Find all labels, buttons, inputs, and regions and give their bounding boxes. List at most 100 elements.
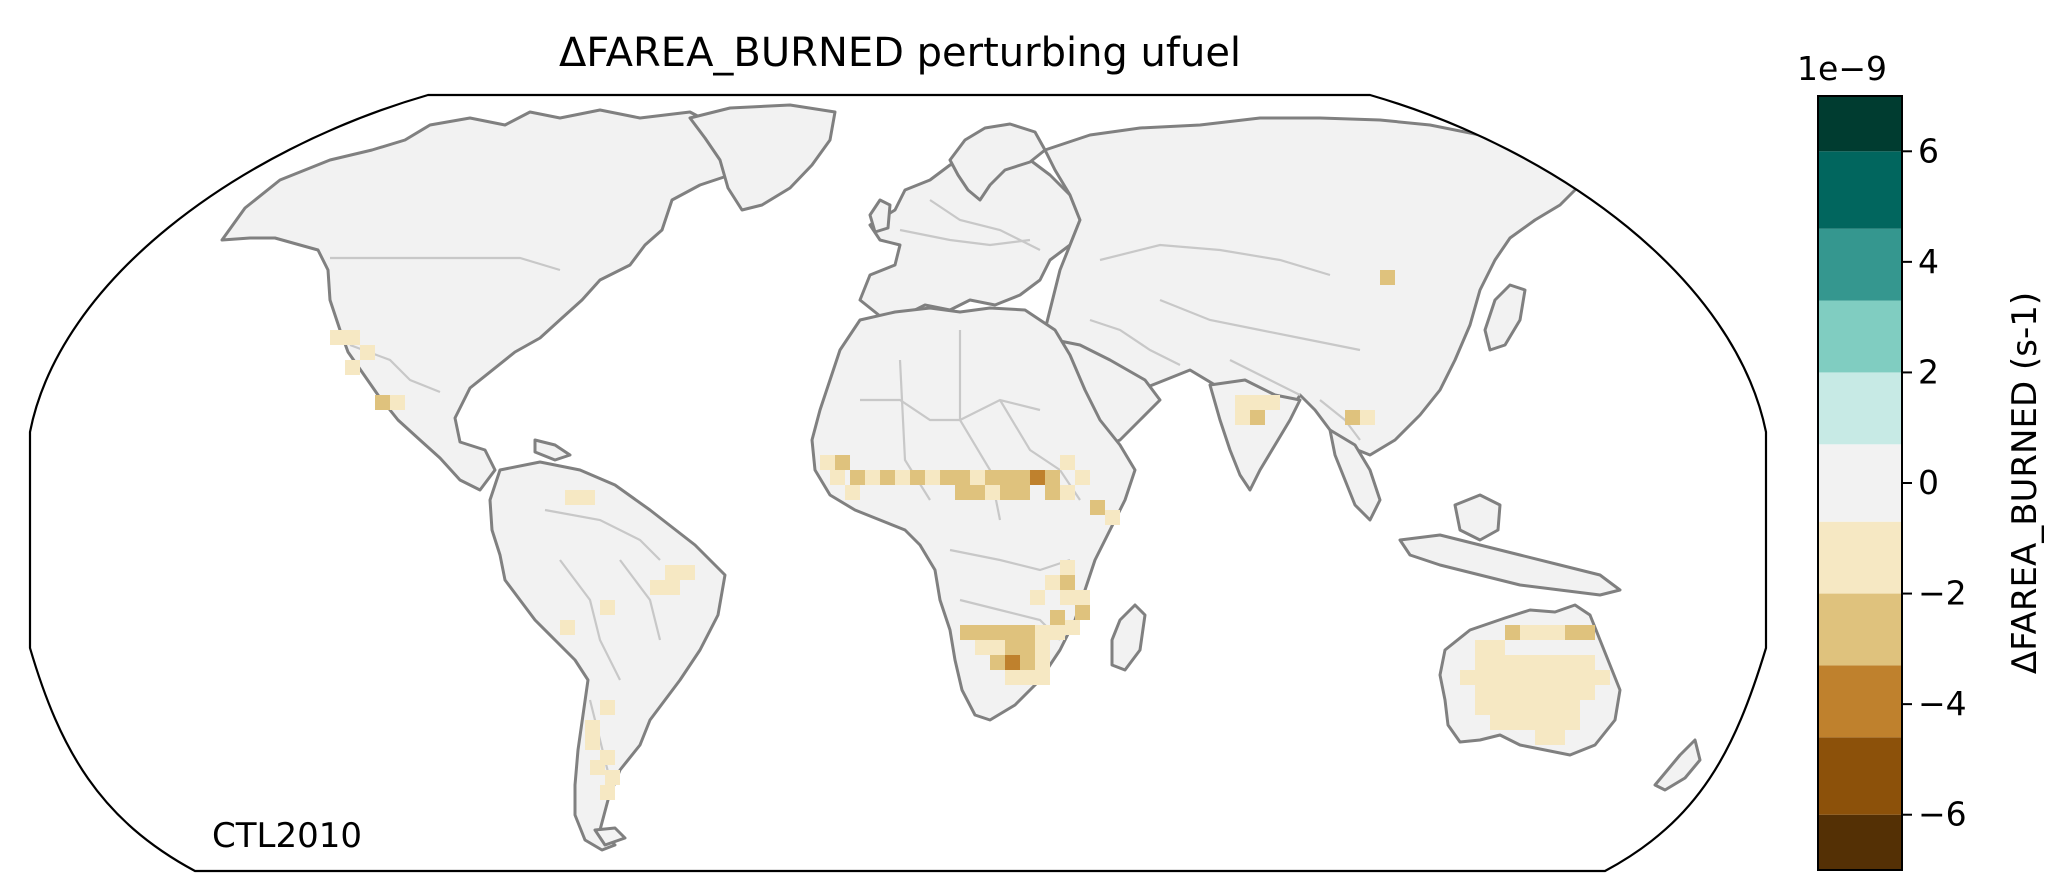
anomaly-cell: [345, 360, 360, 375]
anomaly-cell: [1490, 715, 1505, 730]
anomaly-cell: [1460, 670, 1475, 685]
anomaly-cell: [330, 330, 345, 345]
anomaly-cell: [1565, 625, 1580, 640]
colorbar-tick-label: 2: [1918, 352, 1939, 391]
anomaly-cell: [605, 770, 620, 785]
colorbar-bin: [1818, 96, 1902, 152]
anomaly-cell: [1050, 610, 1065, 625]
anomaly-cell: [925, 470, 940, 485]
anomaly-cell: [1490, 640, 1505, 655]
anomaly-cell: [390, 395, 405, 410]
anomaly-cell: [585, 735, 600, 750]
colorbar-tick-label: −2: [1918, 574, 1967, 613]
anomaly-cell: [1475, 655, 1490, 670]
colorbar-tick-label: −6: [1918, 795, 1967, 834]
colorbar-tick-label: 6: [1918, 131, 1939, 170]
anomaly-cell: [1505, 715, 1520, 730]
anomaly-cell: [1550, 685, 1565, 700]
anomaly-cell: [1060, 575, 1075, 590]
land-borneo: [1453, 493, 1502, 542]
anomaly-cell: [1535, 685, 1550, 700]
anomaly-cell: [1035, 670, 1050, 685]
anomaly-cell: [1090, 500, 1105, 515]
anomaly-cell: [1550, 670, 1565, 685]
anomaly-cell: [960, 625, 975, 640]
land-indonesia: [1398, 533, 1622, 597]
colorbar-label: ΔFAREA_BURNED (s-1): [2005, 292, 2045, 674]
anomaly-cell: [1075, 590, 1090, 605]
land-south-tip: [593, 826, 627, 847]
anomaly-cell: [590, 760, 605, 775]
colorbar-bin: [1818, 737, 1902, 815]
colorbar-tick-label: 0: [1918, 463, 1939, 502]
anomaly-cell: [600, 785, 615, 800]
anomaly-cell: [1520, 625, 1535, 640]
colorbar-ticks: 6 4 2 0 −2 −4 −6: [1902, 131, 1967, 834]
anomaly-cell: [1035, 655, 1050, 670]
land-new-zealand: [1653, 738, 1702, 792]
anomaly-cell: [375, 395, 390, 410]
anomaly-cell: [1045, 575, 1060, 590]
data-cells: [330, 270, 1610, 800]
anomaly-cell: [1535, 715, 1550, 730]
world-map: CTL2010: [28, 93, 1768, 873]
anomaly-cell: [565, 490, 580, 505]
anomaly-cell: [1045, 470, 1060, 485]
anomaly-cell: [1520, 715, 1535, 730]
map-title: ΔFAREA_BURNED perturbing ufuel: [559, 30, 1241, 76]
anomaly-cell: [585, 720, 600, 735]
colorbar-bin: [1818, 521, 1902, 594]
anomaly-cell: [1580, 670, 1595, 685]
anomaly-cell: [360, 345, 375, 360]
anomaly-cell: [1535, 670, 1550, 685]
colorbar: 6 4 2 0 −2 −4 −6 1e−9 ΔFAREA_BURNED (s-1): [1797, 49, 2045, 871]
anomaly-cell: [835, 455, 850, 470]
land-europe: [858, 148, 1082, 322]
anomaly-cell: [975, 625, 990, 640]
anomaly-cell: [955, 470, 970, 485]
anomaly-cell: [1490, 655, 1505, 670]
anomaly-cell: [865, 470, 880, 485]
anomaly-cell: [820, 455, 835, 470]
anomaly-cell: [895, 470, 910, 485]
colorbar-bin: [1818, 444, 1902, 522]
anomaly-cell: [1535, 625, 1550, 640]
anomaly-cell: [845, 485, 860, 500]
anomaly-cell: [1595, 670, 1610, 685]
anomaly-cell: [1550, 625, 1565, 640]
anomaly-cell: [1505, 655, 1520, 670]
anomaly-cell: [1565, 670, 1580, 685]
colorbar-bins: [1818, 96, 1902, 870]
anomaly-cell: [1475, 700, 1490, 715]
anomaly-cell: [1250, 395, 1265, 410]
land-caribbean: [533, 438, 572, 462]
colorbar-bin: [1818, 814, 1902, 870]
anomaly-cell: [1520, 700, 1535, 715]
anomaly-cell: [1035, 625, 1050, 640]
anomaly-cell: [1520, 655, 1535, 670]
anomaly-cell: [985, 470, 1000, 485]
anomaly-cell: [580, 490, 595, 505]
anomaly-cell: [1580, 655, 1595, 670]
land-madagascar: [1110, 603, 1147, 672]
anomaly-cell: [955, 485, 970, 500]
anomaly-cell: [1015, 470, 1030, 485]
anomaly-cell: [910, 470, 925, 485]
anomaly-cell: [1565, 715, 1580, 730]
anomaly-cell: [1505, 625, 1520, 640]
colorbar-bin: [1818, 372, 1902, 445]
anomaly-cell: [1065, 620, 1080, 635]
anomaly-cell: [1105, 510, 1120, 525]
colorbar-bin: [1818, 300, 1902, 373]
anomaly-cell: [1550, 715, 1565, 730]
anomaly-cell: [1005, 670, 1020, 685]
anomaly-cell: [1035, 640, 1050, 655]
anomaly-cell: [1505, 670, 1520, 685]
anomaly-cell: [1020, 640, 1035, 655]
map-label: CTL2010: [212, 816, 362, 856]
anomaly-cell: [1060, 590, 1075, 605]
anomaly-cell: [1580, 685, 1595, 700]
anomaly-cell: [1490, 700, 1505, 715]
anomaly-cell: [1505, 685, 1520, 700]
colorbar-tick-label: −4: [1918, 684, 1967, 723]
